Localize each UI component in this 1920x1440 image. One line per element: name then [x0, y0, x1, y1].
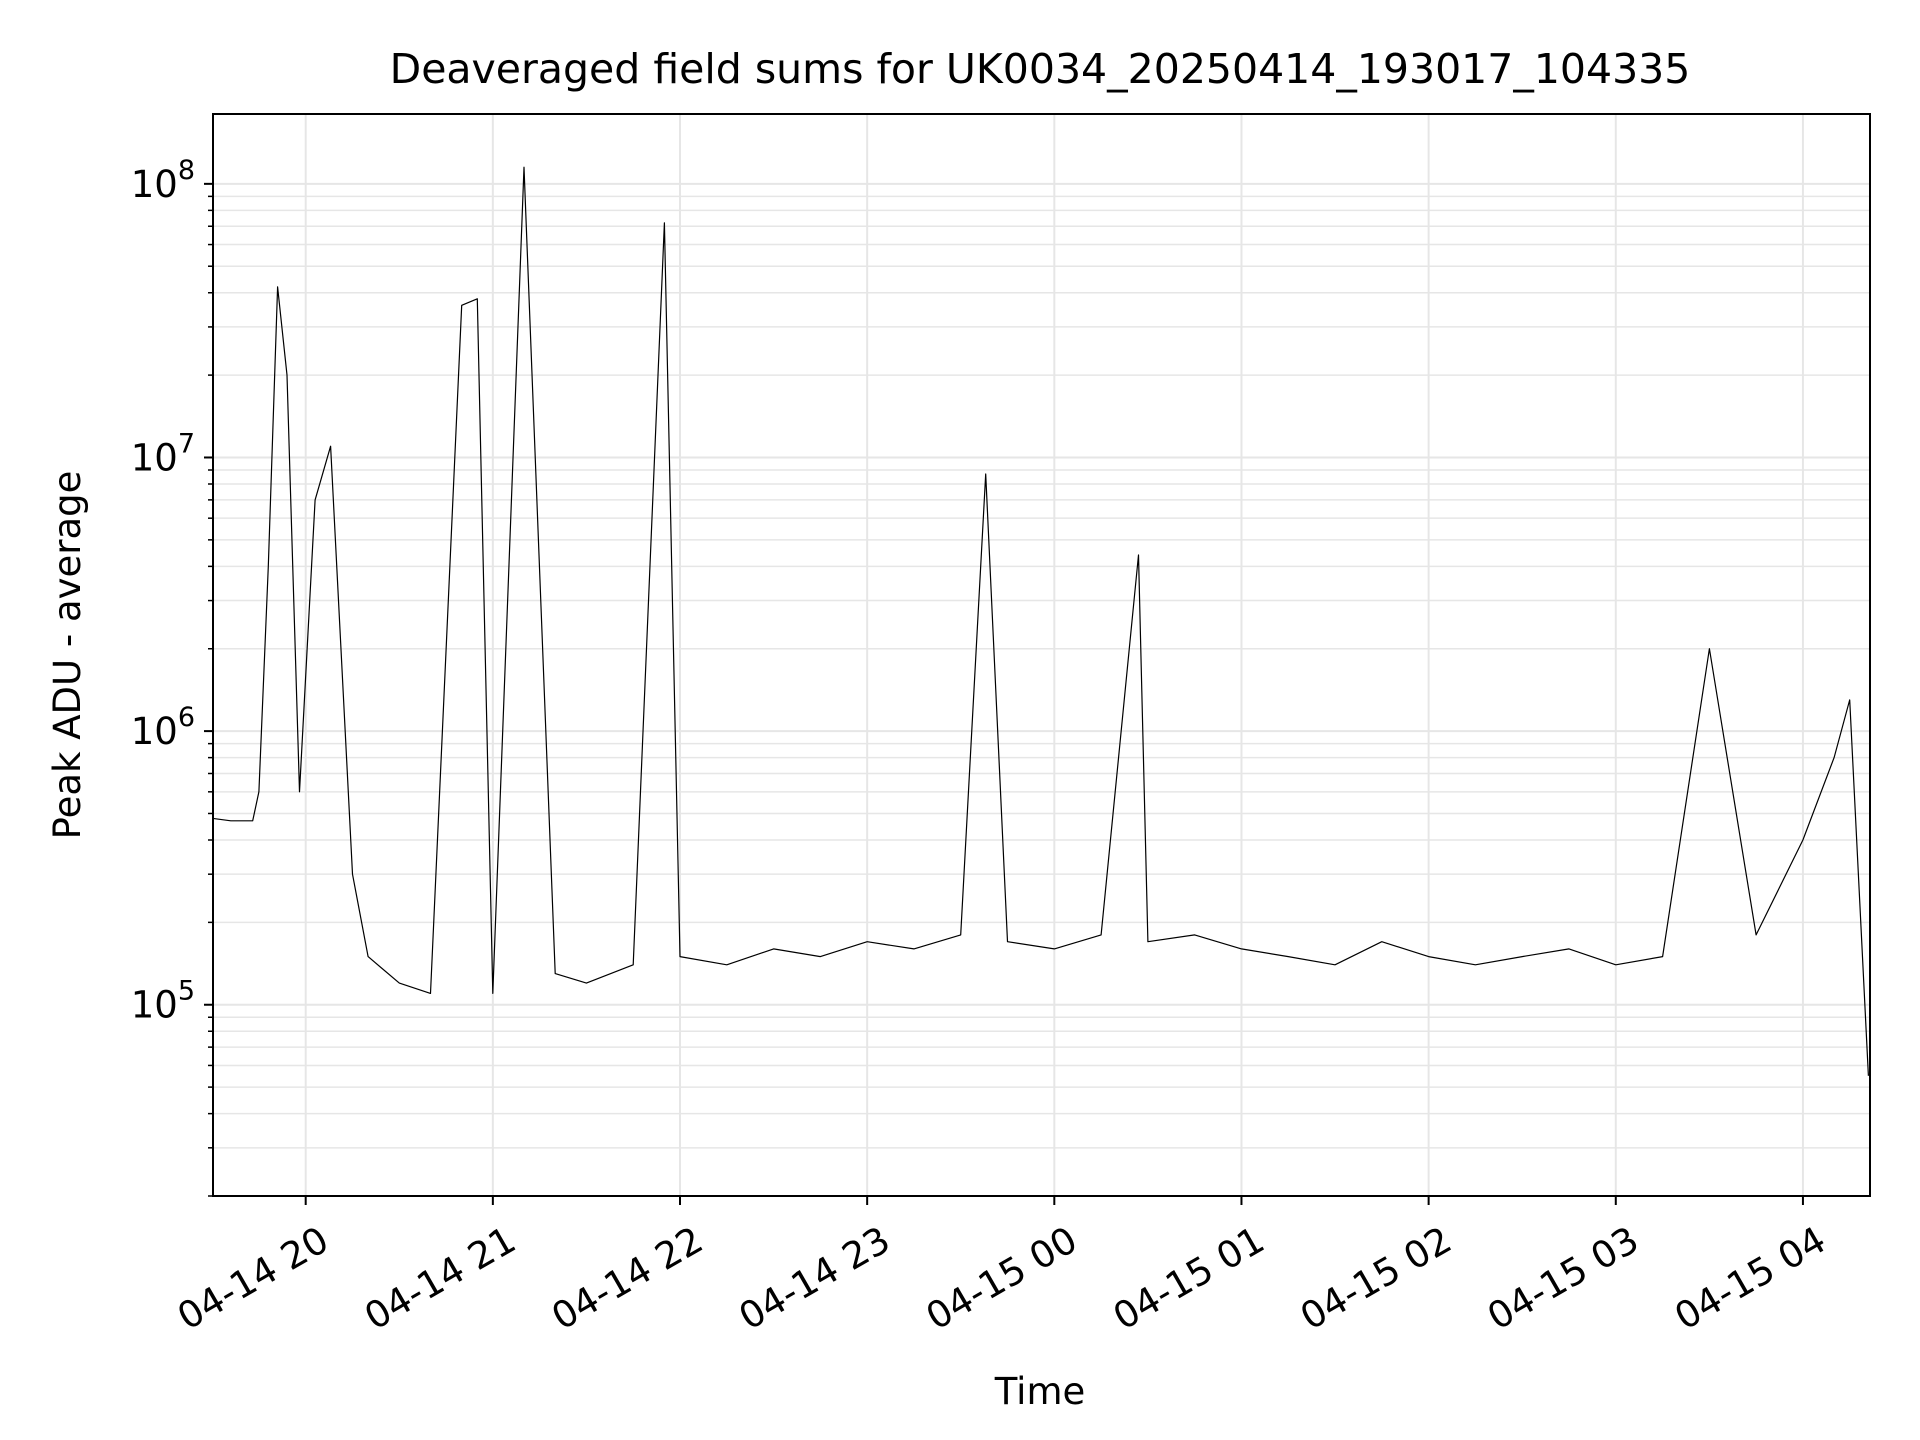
y-tick-label: 108: [131, 155, 195, 206]
y-tick-label: 105: [131, 976, 195, 1027]
series-line: [212, 166, 1869, 1076]
x-tick-label: 04-15 00: [919, 1218, 1085, 1338]
y-tick-label-exponent: 7: [178, 428, 195, 459]
plot-frame: [212, 113, 1871, 1197]
x-axis-label: Time: [994, 1370, 1086, 1413]
x-tick-label: 04-14 22: [545, 1218, 711, 1338]
y-tick-label-exponent: 8: [178, 155, 195, 186]
x-tick-label: 04-15 03: [1480, 1218, 1646, 1338]
y-tick-label-base: 10: [131, 163, 178, 206]
y-tick-label: 107: [131, 428, 195, 479]
y-tick-label: 106: [131, 702, 195, 753]
x-tick-label: 04-14 23: [732, 1218, 898, 1338]
y-axis-label: Peak ADU - average: [46, 471, 89, 840]
grid-layer: [213, 114, 1870, 1197]
y-tick-label-exponent: 5: [178, 976, 195, 1007]
chart-title: Deaveraged field sums for UK0034_2025041…: [390, 45, 1691, 93]
x-tick-label: 04-14 21: [357, 1218, 523, 1338]
plot-area: [212, 166, 1869, 1076]
y-tick-label-exponent: 6: [178, 702, 195, 733]
y-tick-label-base: 10: [131, 984, 178, 1027]
x-tick-label: 04-14 20: [170, 1218, 336, 1338]
y-tick-label-base: 10: [131, 710, 178, 753]
x-tick-label: 04-15 04: [1667, 1218, 1833, 1338]
y-tick-label-base: 10: [131, 436, 178, 479]
x-tick-label: 04-15 01: [1106, 1218, 1272, 1338]
x-tick-label: 04-15 02: [1293, 1218, 1459, 1338]
